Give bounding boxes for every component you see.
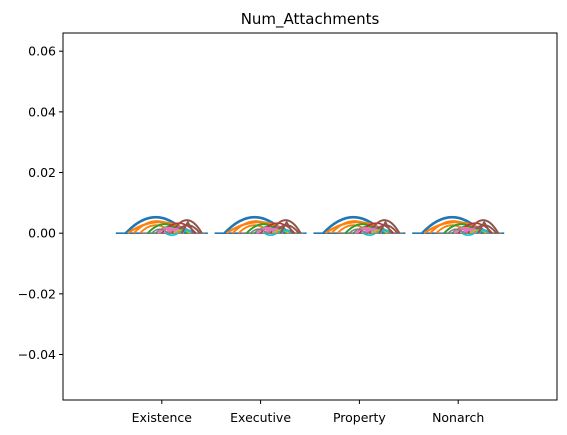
y-tick-label: 0.06 xyxy=(28,44,56,59)
y-tick-label: −0.02 xyxy=(18,286,56,301)
violin xyxy=(115,216,208,236)
x-axis: Existence Executive Property Nonarch xyxy=(132,400,484,425)
violin-spike xyxy=(477,220,492,234)
violin-arc xyxy=(272,229,290,234)
x-tick-label: Nonarch xyxy=(432,410,484,425)
y-tick-label: 0.00 xyxy=(28,226,56,241)
violin-group xyxy=(115,216,505,236)
violin-arc xyxy=(447,228,465,234)
violin-spike xyxy=(279,220,294,234)
violin xyxy=(313,216,406,236)
violin-arc xyxy=(469,229,487,234)
violin-arc xyxy=(461,232,475,236)
y-axis: 0.06 0.04 0.02 0.00 −0.02 −0.04 xyxy=(18,44,63,362)
y-tick-label: 0.04 xyxy=(28,104,56,119)
y-tick-label: −0.04 xyxy=(18,347,56,362)
violin-spike xyxy=(378,220,393,234)
plot-frame xyxy=(62,32,558,401)
x-tick-label: Executive xyxy=(230,410,291,425)
violin-arc xyxy=(348,228,366,234)
violin-arc xyxy=(370,229,388,234)
x-tick-label: Property xyxy=(333,410,386,425)
y-tick-label: 0.02 xyxy=(28,165,56,180)
violin-arc xyxy=(264,232,278,236)
violin xyxy=(214,216,307,236)
violin-arc xyxy=(173,229,191,234)
chart-title: Num_Attachments xyxy=(241,10,380,29)
violin-arc xyxy=(151,228,169,234)
violin-spike xyxy=(180,220,195,234)
x-tick-label: Existence xyxy=(132,410,193,425)
violin-arc xyxy=(250,228,268,234)
violin-arc xyxy=(362,232,376,236)
violin xyxy=(412,216,505,236)
violin-arc xyxy=(165,232,179,236)
